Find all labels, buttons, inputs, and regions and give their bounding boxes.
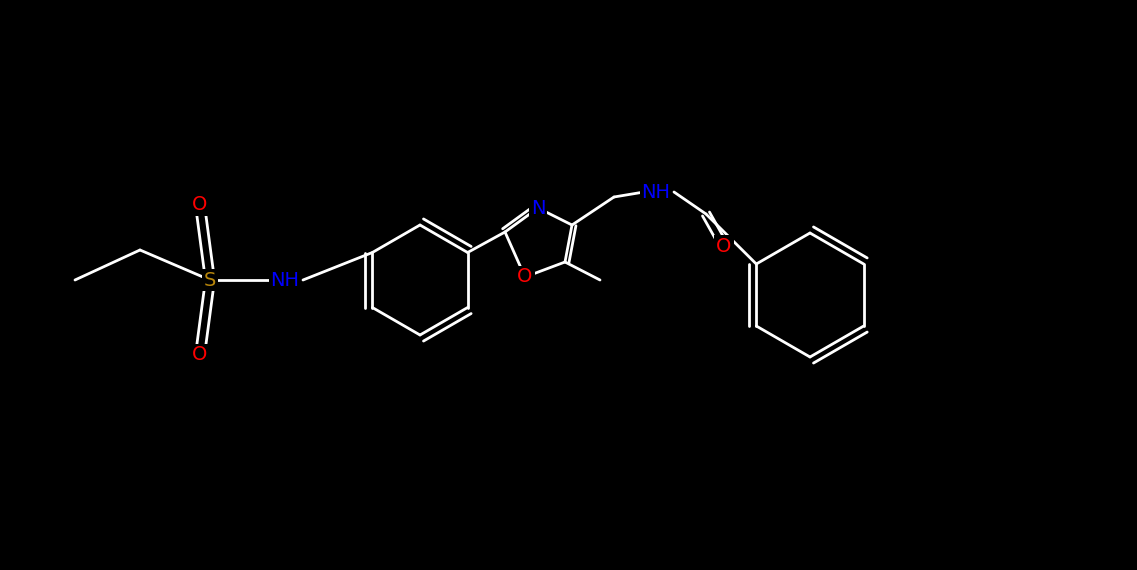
Text: NH: NH [271, 271, 299, 290]
Text: O: O [192, 196, 208, 214]
Text: O: O [517, 267, 533, 287]
Text: S: S [204, 271, 216, 290]
Text: O: O [716, 237, 732, 255]
Text: NH: NH [641, 182, 671, 202]
Text: O: O [192, 345, 208, 364]
Text: N: N [531, 198, 546, 218]
